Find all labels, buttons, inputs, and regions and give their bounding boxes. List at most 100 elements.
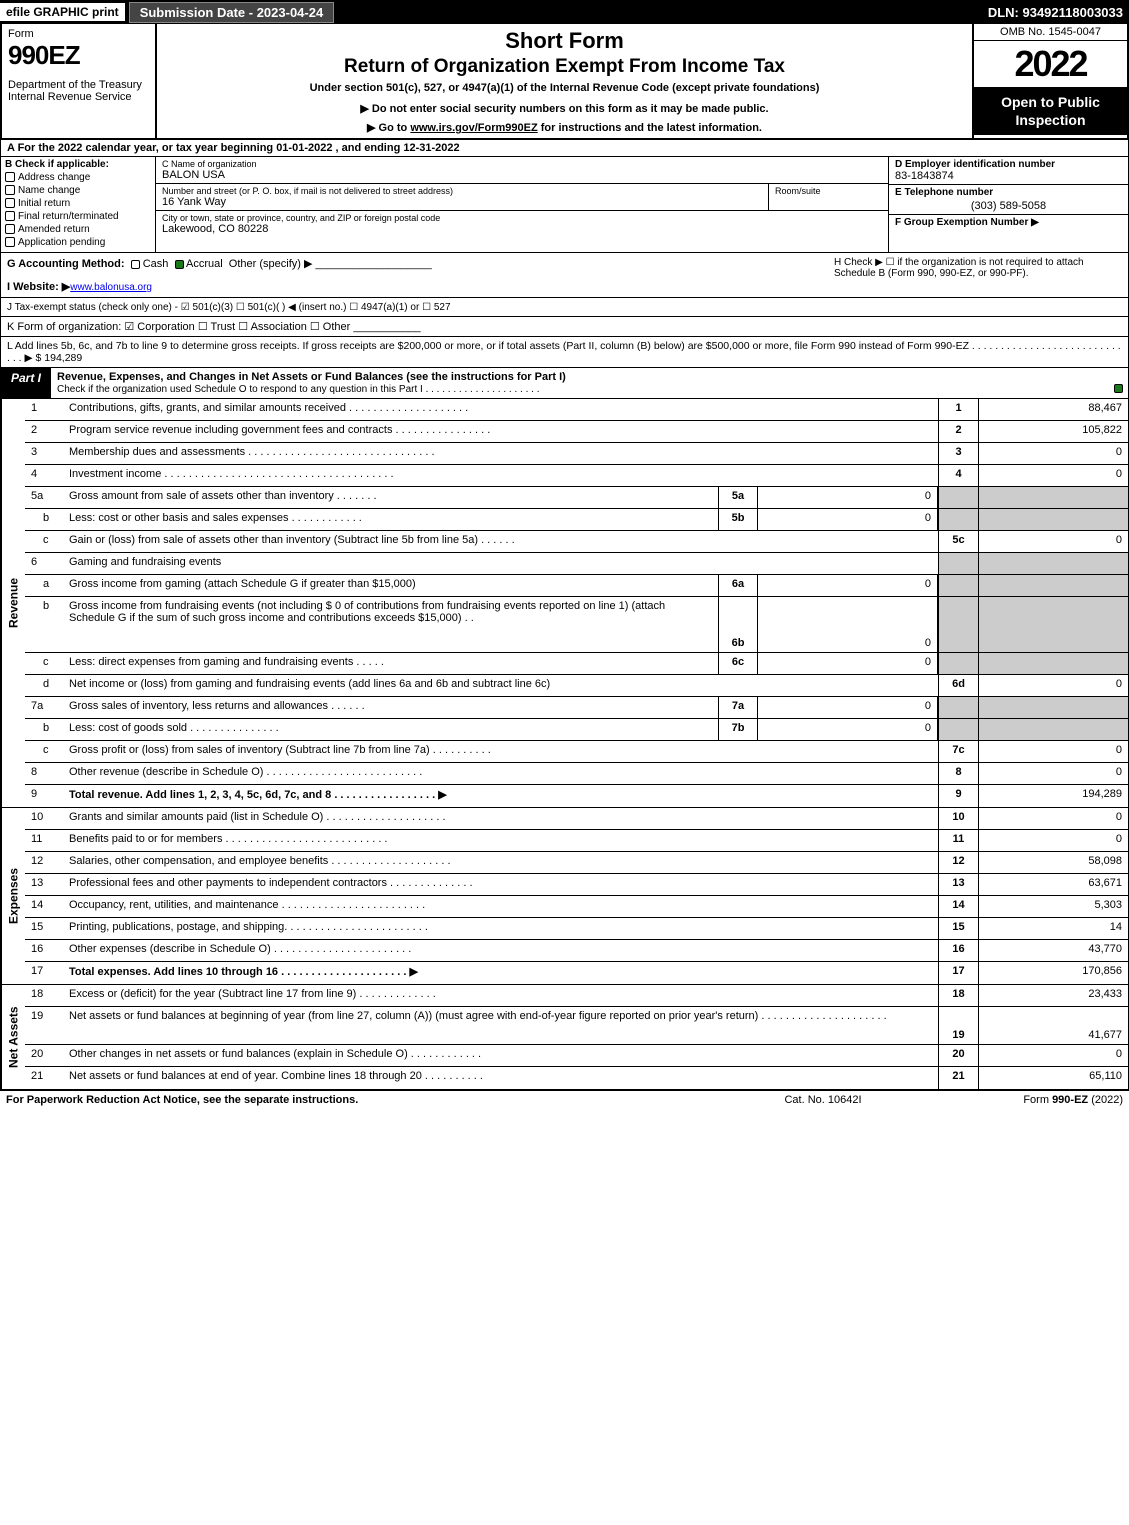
org-name-block: C Name of organization BALON USA [156, 157, 888, 184]
line-11: 11Benefits paid to or for members . . . … [25, 830, 1128, 852]
chk-accrual[interactable] [175, 260, 184, 269]
g-other: Other (specify) ▶ [229, 258, 313, 270]
org-address: 16 Yank Way [162, 196, 762, 208]
line-3: 3Membership dues and assessments . . . .… [25, 443, 1128, 465]
line-17: 17Total expenses. Add lines 10 through 1… [25, 962, 1128, 984]
line-7b: bLess: cost of goods sold . . . . . . . … [25, 719, 1128, 741]
chk-name-change[interactable]: Name change [5, 185, 151, 196]
irs-link[interactable]: www.irs.gov/Form990EZ [410, 122, 537, 134]
line-9: 9Total revenue. Add lines 1, 2, 3, 4, 5c… [25, 785, 1128, 807]
footer-catno: Cat. No. 10642I [723, 1094, 923, 1106]
dept-label: Department of the Treasury Internal Reve… [8, 79, 149, 103]
chk-final-return[interactable]: Final return/terminated [5, 211, 151, 222]
addr-label: Number and street (or P. O. box, if mail… [162, 186, 762, 196]
chk-cash[interactable] [131, 260, 140, 269]
form-header: Form 990EZ Department of the Treasury In… [0, 24, 1129, 140]
col-d-ids: D Employer identification number 83-1843… [888, 157, 1128, 252]
line-6a: aGross income from gaming (attach Schedu… [25, 575, 1128, 597]
tax-year: 2022 [974, 41, 1127, 87]
title-short-form: Short Form [165, 28, 964, 54]
tel-block: E Telephone number (303) 589-5058 [889, 185, 1128, 215]
row-a-text: A For the 2022 calendar year, or tax yea… [7, 142, 460, 154]
g-accounting: G Accounting Method: Cash Accrual Other … [1, 253, 828, 297]
line-5a: 5aGross amount from sale of assets other… [25, 487, 1128, 509]
top-bar: efile GRAPHIC print Submission Date - 20… [0, 0, 1129, 24]
line-15: 15Printing, publications, postage, and s… [25, 918, 1128, 940]
part-i-label: Part I [1, 368, 51, 398]
org-city-block: City or town, state or province, country… [156, 211, 888, 237]
org-city: Lakewood, CO 80228 [162, 223, 882, 235]
part-i-subtitle: Check if the organization used Schedule … [57, 384, 539, 395]
row-g-h: G Accounting Method: Cash Accrual Other … [0, 253, 1129, 298]
subtitle-ssn: ▶ Do not enter social security numbers o… [165, 102, 964, 115]
f-label: F Group Exemption Number ▶ [895, 217, 1039, 228]
header-left: Form 990EZ Department of the Treasury In… [2, 24, 157, 138]
org-name: BALON USA [162, 169, 882, 181]
l-text: L Add lines 5b, 6c, and 7b to line 9 to … [7, 340, 1121, 364]
i-label: I Website: ▶ [7, 281, 70, 293]
e-label: E Telephone number [895, 187, 1122, 198]
chk-application-pending[interactable]: Application pending [5, 237, 151, 248]
row-a-tax-year: A For the 2022 calendar year, or tax yea… [0, 140, 1129, 157]
city-label: City or town, state or province, country… [162, 213, 882, 223]
col-b-checks: B Check if applicable: Address change Na… [1, 157, 156, 252]
open-inspection: Open to Public Inspection [974, 87, 1127, 135]
room-suite: Room/suite [768, 184, 888, 210]
line-5b: bLess: cost or other basis and sales exp… [25, 509, 1128, 531]
subtitle-goto: ▶ Go to www.irs.gov/Form990EZ for instru… [165, 121, 964, 134]
line-13: 13Professional fees and other payments t… [25, 874, 1128, 896]
dln: DLN: 93492118003033 [988, 5, 1123, 20]
subtitle-section: Under section 501(c), 527, or 4947(a)(1)… [165, 82, 964, 94]
expenses-side-label: Expenses [1, 808, 25, 984]
line-4: 4Investment income . . . . . . . . . . .… [25, 465, 1128, 487]
h-check: H Check ▶ ☐ if the organization is not r… [828, 253, 1128, 297]
b-label: B Check if applicable: [5, 159, 109, 170]
line-6c: cLess: direct expenses from gaming and f… [25, 653, 1128, 675]
c-label: C Name of organization [162, 159, 882, 169]
ein-value: 83-1843874 [895, 170, 1122, 182]
footer-formref: Form 990-EZ (2022) [923, 1094, 1123, 1106]
line-16: 16Other expenses (describe in Schedule O… [25, 940, 1128, 962]
website-link[interactable]: www.balonusa.org [70, 282, 152, 293]
line-6: 6Gaming and fundraising events [25, 553, 1128, 575]
goto-post: for instructions and the latest informat… [538, 122, 762, 134]
ein-block: D Employer identification number 83-1843… [889, 157, 1128, 185]
org-address-block: Number and street (or P. O. box, if mail… [156, 184, 768, 210]
line-1: 1Contributions, gifts, grants, and simil… [25, 399, 1128, 421]
section-b: B Check if applicable: Address change Na… [0, 157, 1129, 253]
netassets-grid: Net Assets 18Excess or (deficit) for the… [0, 985, 1129, 1090]
chk-amended-return[interactable]: Amended return [5, 224, 151, 235]
chk-address-change[interactable]: Address change [5, 172, 151, 183]
line-21: 21Net assets or fund balances at end of … [25, 1067, 1128, 1089]
line-18: 18Excess or (deficit) for the year (Subt… [25, 985, 1128, 1007]
goto-pre: ▶ Go to [367, 122, 410, 134]
revenue-side-label: Revenue [1, 399, 25, 807]
omb-number: OMB No. 1545-0047 [974, 24, 1127, 41]
expenses-grid: Expenses 10Grants and similar amounts pa… [0, 808, 1129, 985]
g-label: G Accounting Method: [7, 258, 125, 270]
form-number: 990EZ [8, 40, 149, 71]
part-i-header: Part I Revenue, Expenses, and Changes in… [0, 368, 1129, 399]
chk-initial-return[interactable]: Initial return [5, 198, 151, 209]
efile-label[interactable]: efile GRAPHIC print [0, 3, 125, 21]
row-k-org-form: K Form of organization: ☑ Corporation ☐ … [0, 317, 1129, 337]
tel-value: (303) 589-5058 [895, 200, 1122, 212]
header-right: OMB No. 1545-0047 2022 Open to Public In… [972, 24, 1127, 138]
k-text: K Form of organization: ☑ Corporation ☐ … [7, 321, 350, 333]
line-20: 20Other changes in net assets or fund ba… [25, 1045, 1128, 1067]
line-12: 12Salaries, other compensation, and empl… [25, 852, 1128, 874]
page-footer: For Paperwork Reduction Act Notice, see … [0, 1090, 1129, 1109]
footer-notice: For Paperwork Reduction Act Notice, see … [6, 1094, 723, 1106]
part-i-check-o[interactable] [1108, 368, 1128, 398]
line-8: 8Other revenue (describe in Schedule O) … [25, 763, 1128, 785]
line-2: 2Program service revenue including gover… [25, 421, 1128, 443]
line-14: 14Occupancy, rent, utilities, and mainte… [25, 896, 1128, 918]
d-label: D Employer identification number [895, 159, 1122, 170]
part-i-title-block: Revenue, Expenses, and Changes in Net As… [51, 368, 1108, 398]
line-19: 19Net assets or fund balances at beginni… [25, 1007, 1128, 1045]
line-7a: 7aGross sales of inventory, less returns… [25, 697, 1128, 719]
j-text: J Tax-exempt status (check only one) - ☑… [7, 302, 451, 313]
line-7c: cGross profit or (loss) from sales of in… [25, 741, 1128, 763]
title-return: Return of Organization Exempt From Incom… [165, 56, 964, 78]
line-6b: bGross income from fundraising events (n… [25, 597, 1128, 653]
